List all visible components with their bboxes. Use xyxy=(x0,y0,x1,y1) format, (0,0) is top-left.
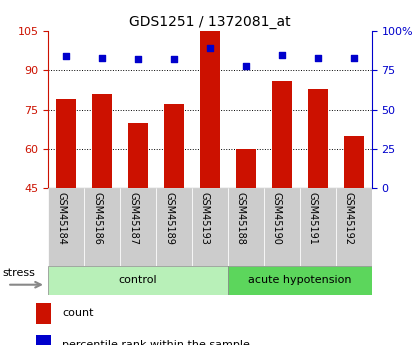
Text: GSM45187: GSM45187 xyxy=(128,192,138,245)
Bar xyxy=(128,122,148,188)
Text: percentile rank within the sample: percentile rank within the sample xyxy=(62,340,250,345)
Point xyxy=(278,52,285,57)
Text: count: count xyxy=(62,308,94,318)
Bar xyxy=(308,89,328,188)
Bar xyxy=(48,188,84,266)
Point xyxy=(350,55,357,60)
Text: control: control xyxy=(119,275,158,285)
Bar xyxy=(336,188,372,266)
Bar xyxy=(228,266,372,295)
Bar xyxy=(36,335,51,345)
Text: GSM45184: GSM45184 xyxy=(56,192,66,245)
Bar xyxy=(120,188,156,266)
Point xyxy=(207,46,213,51)
Bar xyxy=(92,94,112,188)
Text: GSM45188: GSM45188 xyxy=(236,192,246,245)
Text: GSM45192: GSM45192 xyxy=(344,192,354,245)
Bar xyxy=(300,188,336,266)
Point xyxy=(171,57,177,62)
Bar xyxy=(228,188,264,266)
Bar xyxy=(200,31,220,188)
Bar xyxy=(84,188,120,266)
Bar xyxy=(36,303,51,324)
Text: GSM45190: GSM45190 xyxy=(272,192,282,245)
Bar xyxy=(56,99,76,188)
Bar xyxy=(272,81,292,188)
Bar xyxy=(192,188,228,266)
Text: stress: stress xyxy=(3,268,35,278)
Bar xyxy=(48,266,228,295)
Bar xyxy=(236,149,256,188)
Bar xyxy=(156,188,192,266)
Bar xyxy=(264,188,300,266)
Bar xyxy=(164,104,184,188)
Point xyxy=(243,63,249,68)
Text: acute hypotension: acute hypotension xyxy=(248,275,352,285)
Title: GDS1251 / 1372081_at: GDS1251 / 1372081_at xyxy=(129,14,291,29)
Bar xyxy=(344,136,364,188)
Point xyxy=(315,55,321,60)
Text: GSM45186: GSM45186 xyxy=(92,192,102,245)
Text: GSM45193: GSM45193 xyxy=(200,192,210,245)
Text: GSM45191: GSM45191 xyxy=(308,192,318,245)
Point xyxy=(99,55,105,60)
Point xyxy=(135,57,142,62)
Point xyxy=(63,53,70,59)
Text: GSM45189: GSM45189 xyxy=(164,192,174,245)
